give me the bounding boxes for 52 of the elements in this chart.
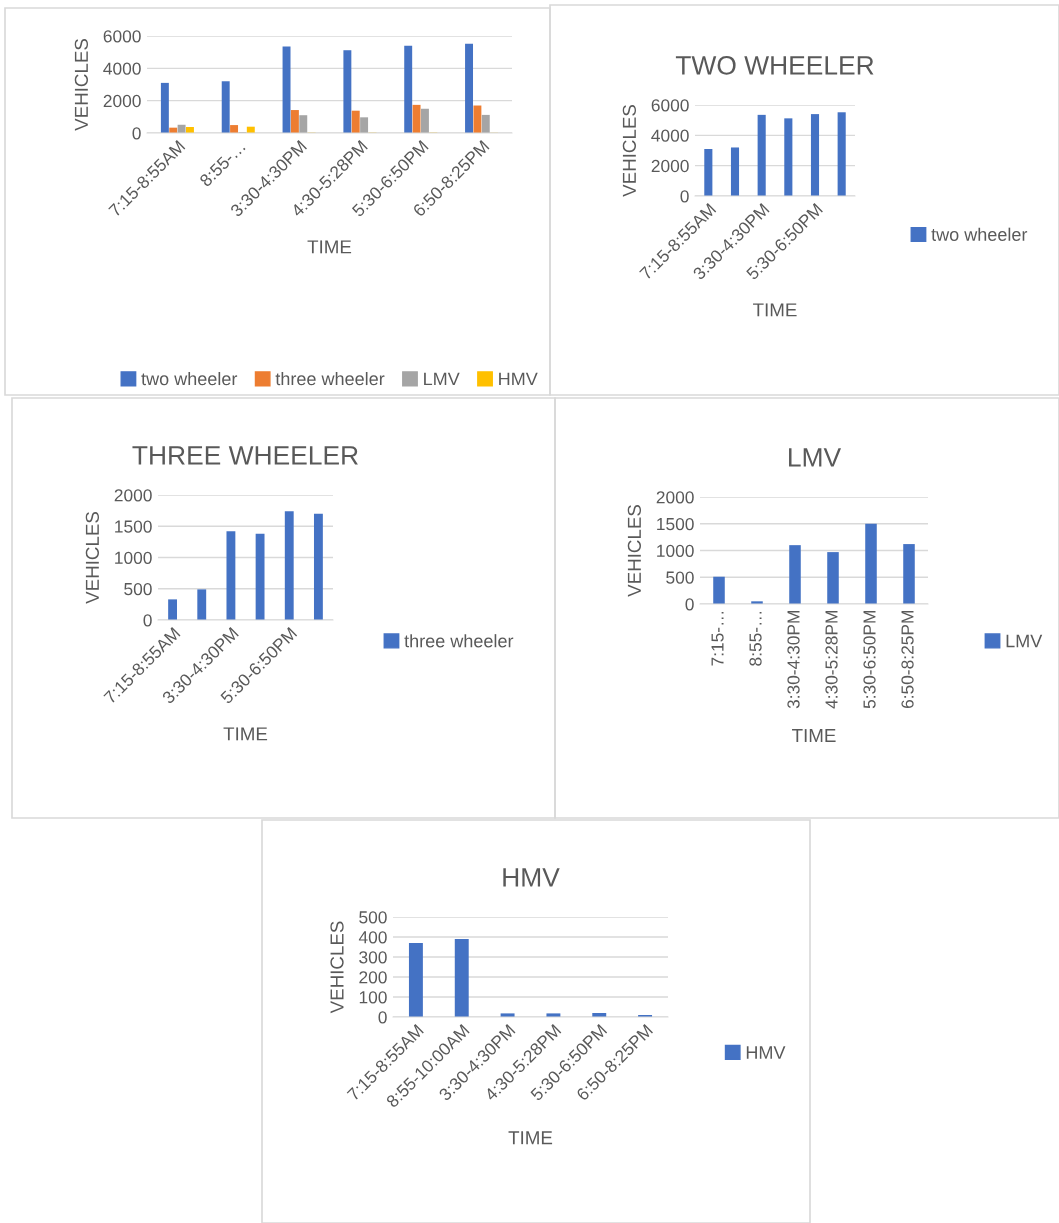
y-tick-label: 400 (358, 931, 387, 944)
y-tick-label: 0 (132, 127, 141, 140)
y-tick-label: 200 (359, 971, 387, 984)
legend-label: HMV (499, 372, 538, 386)
y-tick-label: 6000 (651, 99, 689, 112)
legend-label: LMV (424, 372, 460, 386)
y-tick-label: 500 (359, 911, 387, 924)
y-tick-label: 2000 (103, 94, 141, 108)
y-axis-title: VEHICLES (627, 504, 642, 597)
x-axis-title: TIME (508, 1131, 553, 1145)
x-tick-label: 6:50-8:25PM (901, 610, 914, 709)
legend-label: LMV (1006, 634, 1043, 648)
x-tick-label: 4:30-5:28PM (825, 610, 838, 709)
legend-label: three wheeler (404, 634, 514, 648)
y-tick-label: 4000 (651, 129, 689, 142)
x-axis-title: TIME (753, 303, 797, 317)
y-axis-title: VEHICLES (85, 511, 100, 604)
y-tick-label: 1500 (657, 517, 694, 531)
x-tick-label: 5:30-6:50PM (863, 610, 876, 709)
legend-label: two wheeler (141, 371, 238, 386)
x-axis-title: TIME (792, 729, 836, 742)
y-tick-label: 0 (680, 190, 689, 203)
legend-label: two wheeler (931, 227, 1028, 241)
y-axis-title: VEHICLES (622, 104, 637, 197)
y-tick-label: 6000 (103, 30, 141, 43)
chart-title: LMV (789, 448, 842, 467)
y-tick-label: 0 (685, 598, 694, 611)
y-axis-title: VEHICLES (330, 921, 344, 1014)
y-tick-label: 500 (666, 571, 694, 584)
y-tick-label: 1000 (657, 544, 694, 557)
y-tick-label: 4000 (103, 62, 141, 75)
chart-title: THREE WHEELER (132, 446, 358, 465)
y-tick-label: 300 (359, 951, 387, 964)
y-tick-label: 0 (143, 614, 152, 627)
x-tick-label: 3:30-4:30PM (787, 610, 800, 709)
y-tick-label: 2000 (114, 489, 152, 502)
y-tick-label: 500 (124, 582, 152, 596)
chart-title: HMV (503, 868, 560, 887)
x-axis-title: TIME (223, 727, 268, 741)
y-tick-label: 2000 (656, 491, 694, 504)
y-tick-label: 1500 (115, 520, 152, 533)
x-axis-title: TIME (307, 240, 352, 254)
legend-label: three wheeler (275, 371, 385, 386)
y-tick-label: 0 (378, 1011, 387, 1024)
chart-title: TWO WHEELER (675, 56, 874, 75)
x-tick-label: 8:55-… (749, 611, 762, 666)
y-tick-label: 100 (359, 991, 387, 1004)
legend-label: HMV (746, 1046, 786, 1059)
x-tick-label: 7:15-… (711, 611, 724, 666)
y-tick-label: 1000 (115, 551, 152, 564)
y-tick-label: 2000 (651, 159, 689, 173)
y-axis-title: VEHICLES (74, 38, 89, 131)
